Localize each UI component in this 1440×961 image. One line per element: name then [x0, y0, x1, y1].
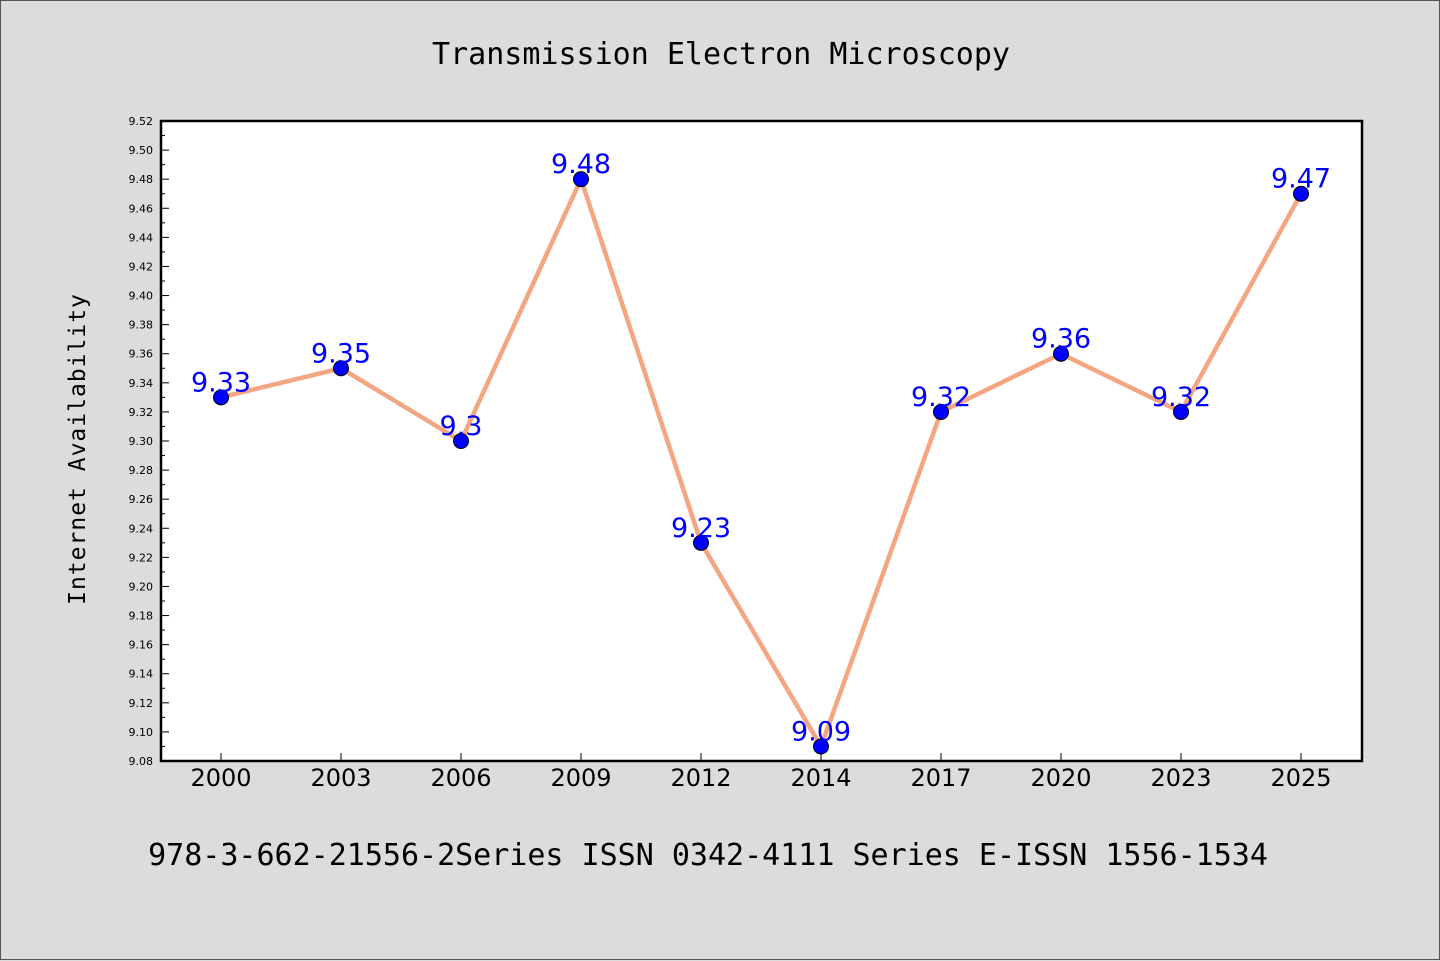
x-tick-label: 2009 [550, 764, 611, 792]
series-line [220, 176, 1303, 749]
y-tick-label: 9.22 [129, 551, 154, 564]
y-tick-label: 9.16 [129, 639, 154, 652]
y-tick-label: 9.34 [129, 377, 154, 390]
data-label: 9.32 [911, 382, 971, 413]
y-tick-label: 9.18 [129, 610, 154, 623]
y-tick-label: 9.12 [129, 697, 154, 710]
data-point [573, 171, 589, 188]
y-tick-label: 9.24 [129, 522, 154, 535]
y-tick-label: 9.20 [129, 580, 154, 593]
x-tick-label: 2012 [670, 764, 731, 792]
data-label: 9.36 [1031, 324, 1091, 355]
y-tick-label: 9.28 [129, 464, 154, 477]
x-tick-label: 2014 [790, 764, 851, 792]
y-tick-label: 9.10 [129, 726, 154, 739]
x-axis: 2000 2003 2006 2009 2012 2014 2017 2020 2023 2025 [190, 753, 1332, 792]
y-tick-label: 9.14 [129, 668, 154, 681]
data-label: 9.3 [440, 411, 483, 442]
data-point [453, 433, 469, 449]
x-tick-label: 2000 [190, 764, 251, 792]
data-labels: 9.33 9.35 9.3 9.48 9.23 9.09 9.32 9.36 9.32 9.47 [191, 149, 1331, 747]
data-label: 9.23 [671, 513, 731, 544]
x-tick-label: 2023 [1150, 764, 1211, 792]
y-tick-label: 9.46 [129, 202, 154, 215]
y-tick-label: 9.08 [129, 755, 154, 768]
data-point [1293, 185, 1309, 202]
y-axis-label: Internet Availability [65, 293, 91, 605]
data-point [1053, 345, 1069, 362]
y-tick-label: 9.44 [129, 231, 154, 244]
y-tick-label: 9.50 [129, 144, 154, 157]
y-tick-label: 9.52 [129, 115, 154, 128]
x-tick-label: 2006 [430, 764, 491, 792]
x-tick-label: 2020 [1030, 764, 1091, 792]
y-tick-label: 9.48 [129, 173, 154, 186]
x-tick-label: 2003 [310, 764, 371, 792]
y-tick-label: 9.42 [129, 260, 154, 273]
y-tick-label: 9.30 [129, 435, 154, 448]
y-tick-label: 9.32 [129, 406, 154, 419]
data-point [1173, 403, 1189, 420]
data-point [213, 389, 229, 406]
y-tick-label: 9.38 [129, 319, 154, 332]
data-label: 9.35 [311, 338, 371, 369]
data-point [933, 403, 949, 420]
data-label: 9.09 [791, 716, 851, 747]
data-label: 9.33 [191, 367, 251, 398]
plot-area [159, 119, 1364, 763]
data-point [333, 360, 349, 377]
x-tick-label: 2017 [910, 764, 971, 792]
chart-title: Transmission Electron Microscopy [432, 37, 1010, 72]
data-label: 9.48 [551, 149, 611, 180]
series-layer [213, 171, 1309, 755]
y-tick-label: 9.36 [129, 348, 154, 361]
caption: 978-3-662-21556-2Series ISSN 0342-4111 S… [148, 838, 1268, 873]
y-tick-label: 9.26 [129, 493, 154, 506]
x-tick-label: 2025 [1270, 764, 1331, 792]
y-tick-label: 9.40 [129, 290, 154, 303]
data-label: 9.47 [1271, 164, 1331, 195]
y-axis: 9.08 9.10 9.12 9.14 9.16 9.18 9.20 9.22 9.24 9.26… [129, 115, 169, 768]
data-point [813, 738, 829, 755]
data-point [693, 534, 709, 551]
data-label: 9.32 [1151, 382, 1211, 413]
